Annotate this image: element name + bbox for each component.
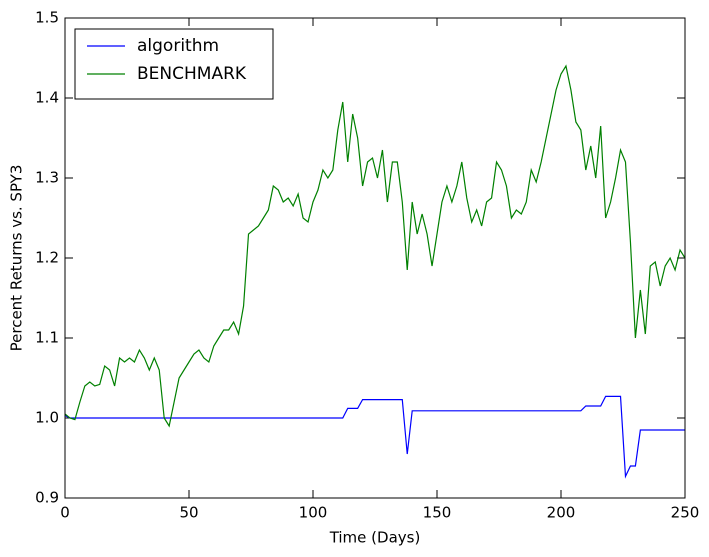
legend-box xyxy=(74,28,274,100)
plot-frame xyxy=(64,17,686,499)
y-tick-label: 1.3 xyxy=(35,169,59,187)
x-tick-label: 0 xyxy=(60,504,70,522)
y-tick-label: 1.1 xyxy=(35,329,59,347)
x-tick-label: 250 xyxy=(671,504,700,522)
y-tick-label: 1.5 xyxy=(35,9,59,27)
y-tick-label: 0.9 xyxy=(35,489,59,507)
y-tick-label: 1.4 xyxy=(35,89,59,107)
y-tick-label: 1.2 xyxy=(35,249,59,267)
series-line xyxy=(64,64,686,428)
x-tick-label: 200 xyxy=(547,504,576,522)
y-axis-label: Percent Returns vs. SPY3 xyxy=(8,165,26,352)
series-line xyxy=(64,395,685,479)
y-tick-label: 1.0 xyxy=(35,409,59,427)
legend-label: BENCHMARK xyxy=(137,64,247,84)
x-tick-label: 50 xyxy=(179,504,198,522)
x-axis-label: Time (Days) xyxy=(329,529,421,547)
legend-label: algorithm xyxy=(137,36,219,56)
x-tick-label: 100 xyxy=(299,504,328,522)
x-tick-label: 150 xyxy=(423,504,452,522)
